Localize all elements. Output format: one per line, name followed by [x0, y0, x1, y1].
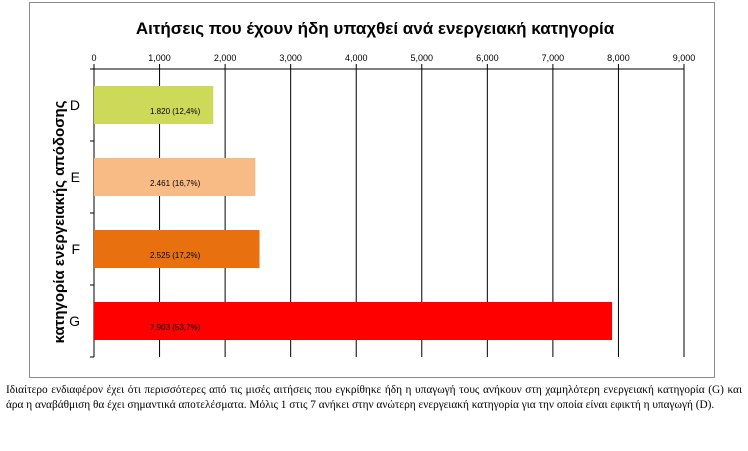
x-tick-label: 5,000 [411, 53, 434, 63]
y-axis-label: κατηγορία ενεργειακής απόδοσης [51, 100, 68, 343]
bar-F [94, 230, 260, 268]
x-tick-label: 9,000 [673, 53, 696, 63]
x-tick-label: 2,000 [214, 53, 237, 63]
data-label-E: 2.461 (16,7%) [150, 179, 201, 188]
chart-frame: Αιτήσεις που έχουν ήδη υπαχθεί ανά ενεργ… [29, 2, 715, 378]
x-tick-label: 8,000 [607, 53, 630, 63]
category-label-D: D [70, 97, 80, 113]
bar-D [94, 86, 214, 124]
bar-chart: Αιτήσεις που έχουν ήδη υπαχθεί ανά ενεργ… [51, 19, 695, 358]
caption-paragraph: Ιδιαίτερο ενδιαφέρον έχει ότι περισσότερ… [6, 384, 742, 411]
x-tick-label: 4,000 [345, 53, 368, 63]
x-tick-label: 1,000 [148, 53, 171, 63]
x-tick-label: 3,000 [279, 53, 302, 63]
chart-title: Αιτήσεις που έχουν ήδη υπαχθεί ανά ενεργ… [136, 19, 615, 38]
bar-G [94, 302, 613, 340]
x-axis-ticks: 0 1,000 2,000 3,000 4,000 5,000 6,000 7,000 8,00… [91, 53, 695, 63]
data-label-D: 1.820 (12,4%) [150, 107, 201, 116]
category-label-G: G [69, 313, 80, 329]
bars [94, 86, 613, 340]
data-labels: 1.820 (12,4%) 2.461 (16,7%) 2.525 (17,2%) 7… [150, 107, 201, 332]
data-label-F: 2.525 (17,2%) [150, 251, 201, 260]
x-tick-label: 0 [91, 53, 96, 63]
category-label-F: F [71, 241, 80, 257]
category-labels: D E F G [69, 97, 80, 329]
bar-E [94, 158, 256, 196]
x-tick-label: 7,000 [542, 53, 565, 63]
data-label-G: 7.903 (53,7%) [150, 323, 201, 332]
category-label-E: E [71, 169, 80, 185]
x-tick-label: 6,000 [476, 53, 499, 63]
